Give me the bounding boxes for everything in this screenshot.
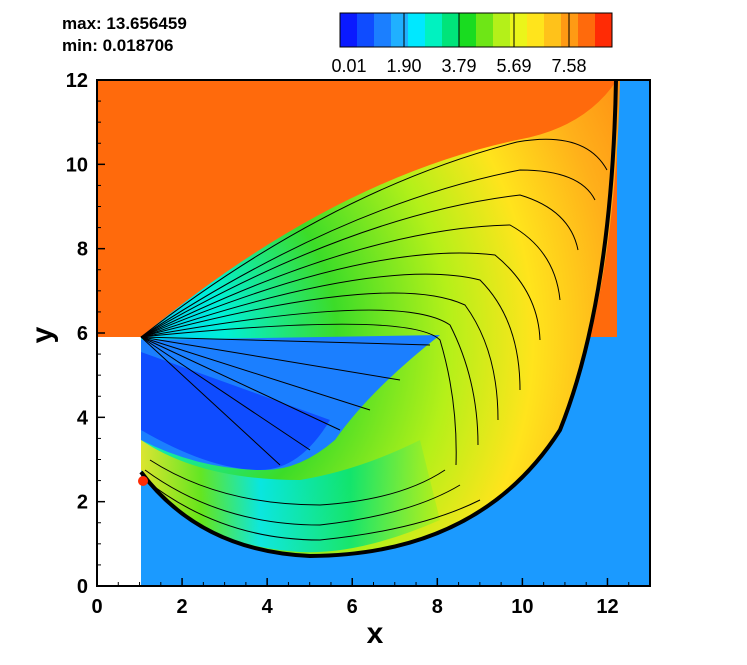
y-axis-ticks: 0 2 4 6 8 10 12 <box>66 70 105 598</box>
colorbar-swatch <box>561 13 579 47</box>
colorbar-swatch <box>425 13 443 47</box>
colorbar-swatch <box>544 13 562 47</box>
y-tick-label: 8 <box>77 239 88 261</box>
y-tick-label: 12 <box>66 70 88 92</box>
colorbar-swatch <box>357 13 375 47</box>
x-tick-label: 4 <box>262 596 274 618</box>
y-tick-label: 10 <box>66 154 88 176</box>
bow-shock-line <box>139 80 618 559</box>
y-tick-label: 2 <box>77 492 88 514</box>
y-axis-label: y <box>26 326 59 343</box>
x-tick-label: 0 <box>91 596 102 618</box>
x-tick-label: 10 <box>511 596 533 618</box>
colorbar-swatch <box>408 13 426 47</box>
colorbar-swatch <box>493 13 511 47</box>
x-axis-label: x <box>367 617 384 650</box>
y-tick-label: 4 <box>77 407 89 429</box>
y-tick-label: 0 <box>77 576 88 598</box>
contour-lines <box>140 138 608 541</box>
x-tick-label: 8 <box>432 596 443 618</box>
x-tick-label: 6 <box>347 596 358 618</box>
colorbar-swatch <box>374 13 392 47</box>
colorbar-swatch <box>578 13 596 47</box>
colorbar-swatch <box>442 13 460 47</box>
x-tick-label: 12 <box>596 596 618 618</box>
colorbar-tick-label: 7.58 <box>551 56 586 76</box>
colorbar-swatch <box>595 13 613 47</box>
hot-spot-marker <box>138 476 148 486</box>
colorbar-swatch <box>510 13 528 47</box>
step-wall <box>97 337 141 586</box>
lower-recirculation <box>141 440 440 553</box>
colorbar-swatch <box>476 13 494 47</box>
x-tick-label: 2 <box>177 596 188 618</box>
y-tick-label: 6 <box>77 323 88 345</box>
colorbar-border <box>339 12 613 48</box>
colorbar-swatch <box>391 13 409 47</box>
colorbar-tick-labels: 0.01 1.90 3.79 5.69 7.58 <box>331 56 586 76</box>
contour-field <box>97 80 650 586</box>
colorbar-tick-label: 5.69 <box>496 56 531 76</box>
colorbar-swatch <box>340 13 358 47</box>
colorbar-legend <box>339 12 613 48</box>
x-axis-ticks: 0 2 4 6 8 10 12 <box>91 578 630 618</box>
max-value-label: max: 13.656459 <box>62 14 187 33</box>
colorbar-tick-label: 1.90 <box>386 56 421 76</box>
colorbar-tick-label: 3.79 <box>441 56 476 76</box>
expansion-core-dark-blue <box>141 352 330 470</box>
colorbar-swatch <box>527 13 545 47</box>
colorbar-swatch <box>459 13 477 47</box>
min-value-label: min: 0.018706 <box>62 36 174 55</box>
colorbar-tick-label: 0.01 <box>331 56 366 76</box>
